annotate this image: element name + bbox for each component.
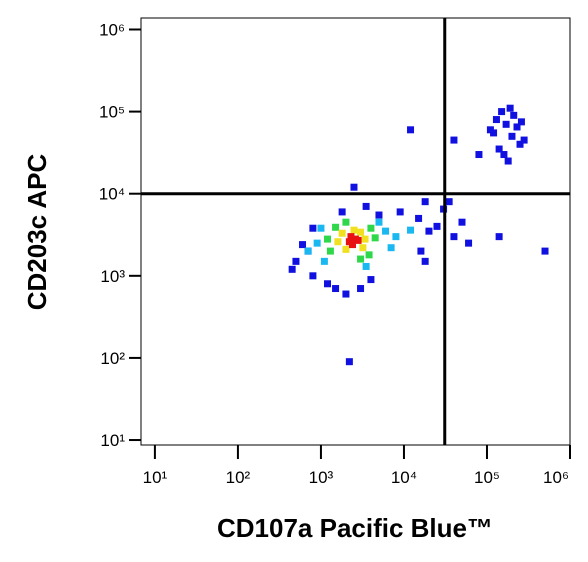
y-tick-label: 10² — [100, 349, 125, 368]
data-point — [407, 126, 415, 134]
data-point — [417, 247, 425, 255]
data-point — [517, 118, 525, 126]
data-point — [516, 140, 524, 148]
data-point — [508, 132, 516, 140]
data-point — [357, 285, 365, 293]
data-point — [359, 244, 367, 252]
data-point — [347, 233, 355, 241]
data-point — [317, 224, 325, 232]
x-tick-label: 10³ — [309, 468, 334, 487]
data-point — [421, 198, 429, 206]
data-point — [342, 290, 350, 298]
data-point — [520, 136, 528, 144]
data-point — [362, 202, 370, 210]
data-point — [510, 111, 518, 119]
data-point — [375, 218, 383, 226]
data-point — [332, 223, 340, 231]
data-point — [357, 255, 365, 263]
data-point — [299, 241, 307, 249]
data-point — [513, 123, 521, 131]
data-point — [495, 233, 503, 241]
data-point — [309, 272, 317, 280]
data-point — [350, 226, 358, 234]
data-point — [345, 358, 353, 366]
data-point — [326, 247, 334, 255]
x-tick-label: 10² — [226, 468, 251, 487]
data-point — [387, 244, 395, 252]
data-point — [371, 234, 379, 242]
data-point — [354, 236, 362, 244]
data-point — [365, 251, 373, 259]
data-point — [367, 276, 375, 284]
data-point — [506, 104, 514, 112]
data-point — [320, 257, 328, 265]
data-point — [288, 265, 296, 273]
data-point — [349, 241, 357, 249]
data-point — [458, 218, 466, 226]
x-axis-title: CD107a Pacific Blue™ — [217, 513, 493, 543]
data-point — [309, 224, 317, 232]
data-point — [382, 227, 390, 235]
data-point — [334, 238, 342, 246]
data-point — [500, 151, 508, 159]
data-point — [313, 239, 321, 247]
data-point — [332, 285, 340, 293]
data-point — [450, 233, 458, 241]
data-point — [367, 224, 375, 232]
data-point — [324, 280, 332, 288]
x-tick-label: 10⁴ — [391, 468, 417, 487]
data-point — [445, 198, 453, 206]
data-point — [342, 245, 350, 253]
data-point — [396, 208, 404, 216]
data-point — [433, 222, 441, 230]
data-point — [361, 235, 369, 243]
y-axis-title: CD203c APC — [22, 154, 52, 311]
x-tick-label: 10¹ — [143, 468, 168, 487]
data-point — [475, 151, 483, 159]
data-point — [350, 183, 358, 191]
data-point — [338, 208, 346, 216]
data-point — [415, 214, 423, 222]
data-point — [342, 218, 350, 226]
data-point — [304, 247, 312, 255]
data-point — [502, 120, 510, 128]
data-point — [338, 229, 346, 237]
data-point — [392, 233, 400, 241]
data-point — [465, 239, 473, 247]
y-tick-label: 10⁴ — [99, 185, 125, 204]
data-point — [498, 108, 506, 116]
data-point — [541, 247, 549, 255]
data-point — [490, 129, 498, 137]
y-tick-label: 10³ — [100, 267, 125, 286]
x-tick-label: 10⁶ — [543, 468, 569, 487]
plot-frame — [140, 17, 571, 446]
data-point — [425, 227, 433, 235]
data-point — [407, 226, 415, 234]
y-tick-label: 10⁶ — [99, 20, 125, 39]
data-point — [492, 116, 500, 124]
data-point — [324, 235, 332, 243]
x-tick-label: 10⁵ — [474, 468, 500, 487]
data-point — [362, 262, 370, 270]
data-point — [450, 136, 458, 144]
data-point — [357, 228, 365, 236]
data-point — [292, 257, 300, 265]
data-point — [375, 211, 383, 219]
y-tick-label: 10¹ — [100, 431, 125, 450]
data-point — [421, 257, 429, 265]
data-point — [504, 157, 512, 165]
y-tick-label: 10⁵ — [99, 103, 125, 122]
data-point — [495, 145, 503, 153]
